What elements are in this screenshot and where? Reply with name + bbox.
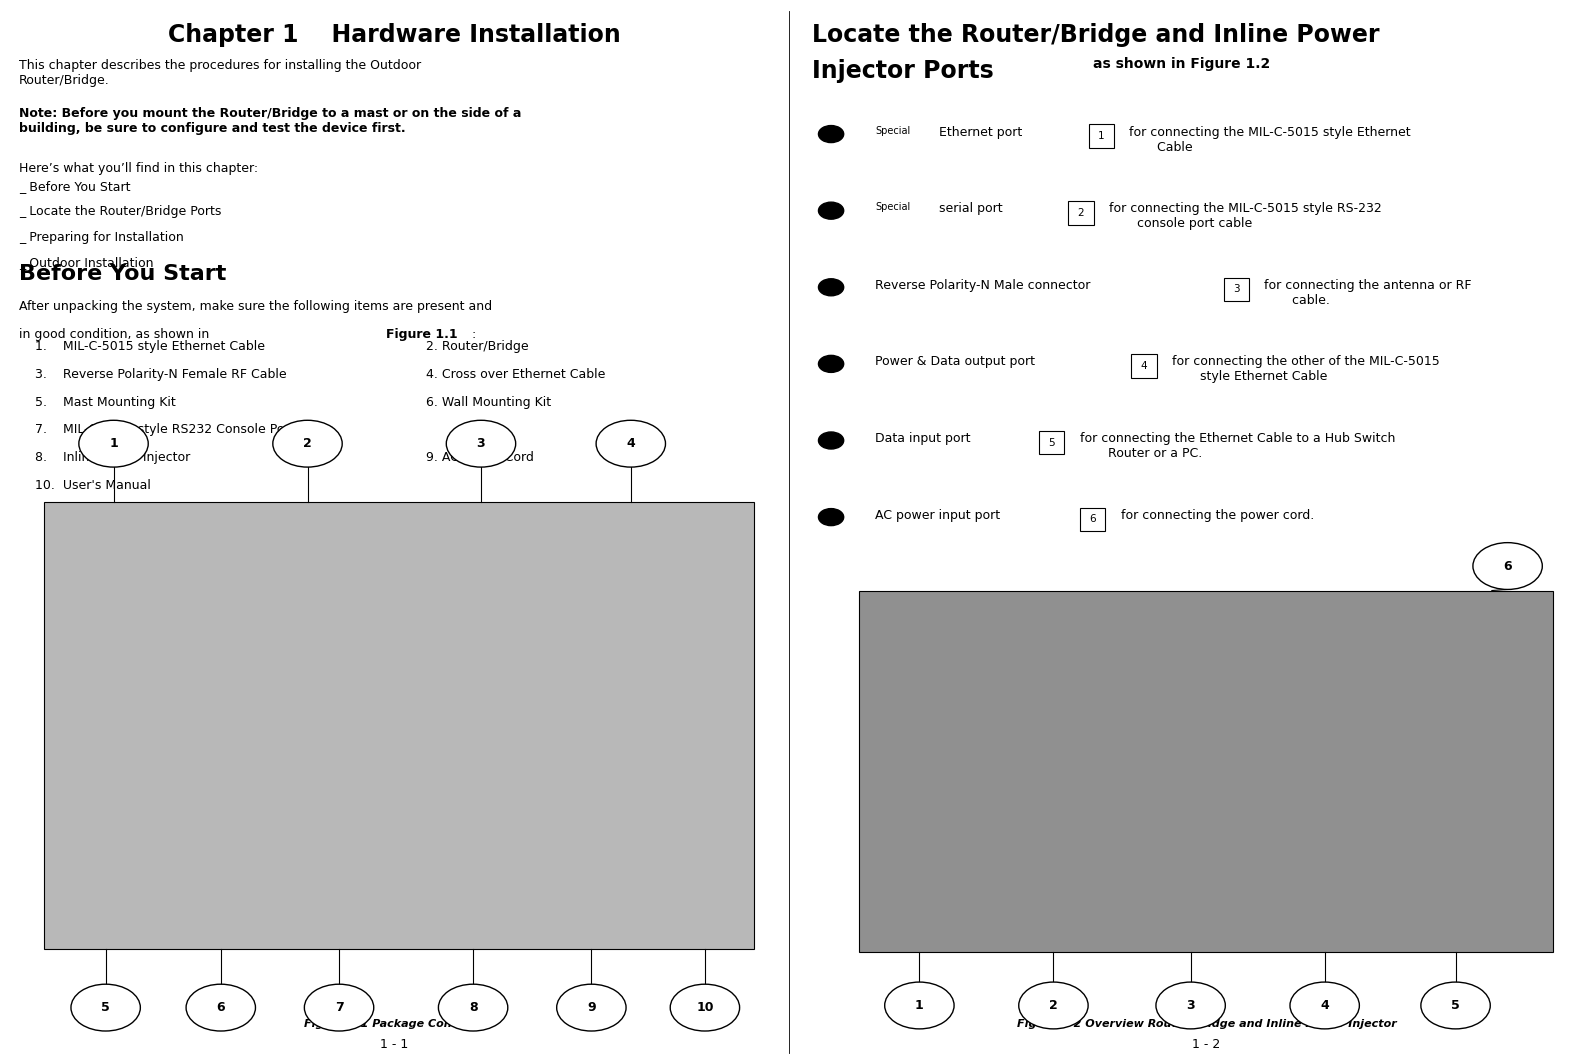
Text: Note: Before you mount the Router/Bridge to a mast or on the side of a
building,: Note: Before you mount the Router/Bridge… — [19, 107, 522, 135]
Bar — [1090, 124, 1115, 148]
Text: 5: 5 — [101, 1001, 110, 1014]
Text: 4: 4 — [1320, 999, 1329, 1012]
Text: Injector Ports: Injector Ports — [812, 59, 994, 83]
Text: 1.    MIL-C-5015 style Ethernet Cable: 1. MIL-C-5015 style Ethernet Cable — [35, 340, 265, 353]
Text: for connecting the other of the MIL-C-5015
        style Ethernet Cable: for connecting the other of the MIL-C-50… — [1167, 355, 1440, 383]
Text: 4: 4 — [626, 437, 636, 450]
Circle shape — [885, 982, 954, 1029]
Circle shape — [1019, 982, 1088, 1029]
Bar — [44, 502, 754, 949]
Circle shape — [273, 420, 342, 467]
Circle shape — [818, 279, 844, 296]
Text: :: : — [472, 328, 476, 340]
Text: Figure 1-1 Package Contents: Figure 1-1 Package Contents — [304, 1019, 484, 1029]
Text: as shown in Figure 1.2: as shown in Figure 1.2 — [1093, 57, 1269, 71]
Text: Reverse Polarity-N Male connector: Reverse Polarity-N Male connector — [875, 279, 1094, 292]
Text: 10: 10 — [695, 1001, 714, 1014]
Text: Figure 1-2 Overview Router/Bridge and Inline Power Injector: Figure 1-2 Overview Router/Bridge and In… — [1017, 1019, 1396, 1029]
Text: Figure 1.1: Figure 1.1 — [386, 328, 457, 340]
Circle shape — [596, 420, 665, 467]
Text: 5: 5 — [1451, 999, 1460, 1012]
Text: for connecting the MIL-C-5015 style Ethernet
        Cable: for connecting the MIL-C-5015 style Ethe… — [1126, 126, 1411, 153]
Text: 3: 3 — [1233, 284, 1240, 295]
Text: Locate the Router/Bridge and Inline Power: Locate the Router/Bridge and Inline Powe… — [812, 23, 1380, 48]
Circle shape — [670, 984, 740, 1031]
Text: Chapter 1    Hardware Installation: Chapter 1 Hardware Installation — [167, 23, 621, 48]
Text: for connecting the Ethernet Cable to a Hub Switch
        Router or a PC.: for connecting the Ethernet Cable to a H… — [1076, 432, 1396, 460]
Text: _ Outdoor Installation: _ Outdoor Installation — [19, 256, 153, 269]
Circle shape — [1290, 982, 1359, 1029]
Text: 2. Router/Bridge: 2. Router/Bridge — [426, 340, 528, 353]
Bar — [1080, 508, 1105, 531]
Bar — [1039, 431, 1064, 454]
Circle shape — [818, 355, 844, 372]
Bar — [1224, 278, 1249, 301]
Circle shape — [818, 126, 844, 143]
Text: 2: 2 — [303, 437, 312, 450]
Text: in good condition, as shown in: in good condition, as shown in — [19, 328, 213, 340]
Circle shape — [818, 509, 844, 526]
Circle shape — [557, 984, 626, 1031]
Text: 3: 3 — [1186, 999, 1195, 1012]
Text: for connecting the power cord.: for connecting the power cord. — [1117, 509, 1314, 521]
Circle shape — [1473, 543, 1542, 589]
Text: 7.    MIL-C-5015 style RS232 Console Port Cable: 7. MIL-C-5015 style RS232 Console Port C… — [35, 423, 334, 436]
Text: 10.  User's Manual: 10. User's Manual — [35, 479, 150, 492]
Bar — [859, 591, 1553, 952]
Text: for connecting the MIL-C-5015 style RS-232
        console port cable: for connecting the MIL-C-5015 style RS-2… — [1105, 202, 1381, 230]
Text: AC power input port: AC power input port — [875, 509, 1005, 521]
Text: _ Locate the Router/Bridge Ports: _ Locate the Router/Bridge Ports — [19, 205, 221, 218]
Text: This chapter describes the procedures for installing the Outdoor
Router/Bridge.: This chapter describes the procedures fo… — [19, 59, 421, 86]
Text: 2: 2 — [1077, 207, 1085, 218]
Text: 4. Cross over Ethernet Cable: 4. Cross over Ethernet Cable — [426, 368, 606, 381]
Text: 5.    Mast Mounting Kit: 5. Mast Mounting Kit — [35, 396, 175, 409]
Text: Special: Special — [875, 126, 910, 135]
Circle shape — [186, 984, 255, 1031]
Text: 7: 7 — [334, 1001, 344, 1014]
Text: 1: 1 — [915, 999, 924, 1012]
Text: 6. Wall Mounting Kit: 6. Wall Mounting Kit — [426, 396, 550, 409]
Bar — [1131, 354, 1156, 378]
Text: 6: 6 — [216, 1001, 226, 1014]
Text: 1 - 1: 1 - 1 — [380, 1038, 408, 1051]
Bar — [1069, 201, 1094, 225]
Text: 3.    Reverse Polarity-N Female RF Cable: 3. Reverse Polarity-N Female RF Cable — [35, 368, 287, 381]
Text: 6: 6 — [1090, 514, 1096, 525]
Circle shape — [446, 420, 516, 467]
Text: 8: 8 — [468, 1001, 478, 1014]
Text: 1: 1 — [109, 437, 118, 450]
Circle shape — [71, 984, 140, 1031]
Text: 9: 9 — [587, 1001, 596, 1014]
Circle shape — [79, 420, 148, 467]
Text: After unpacking the system, make sure the following items are present and: After unpacking the system, make sure th… — [19, 300, 492, 313]
Circle shape — [1156, 982, 1225, 1029]
Text: 2: 2 — [1049, 999, 1058, 1012]
Text: Power & Data output port: Power & Data output port — [875, 355, 1039, 368]
Circle shape — [818, 432, 844, 449]
Text: 9. AC Power Cord: 9. AC Power Cord — [426, 451, 533, 464]
Text: 1: 1 — [1098, 131, 1105, 142]
Text: 8.    Inline Power Injector: 8. Inline Power Injector — [35, 451, 189, 464]
Text: _ Preparing for Installation: _ Preparing for Installation — [19, 231, 183, 244]
Text: Here’s what you’ll find in this chapter:: Here’s what you’ll find in this chapter: — [19, 162, 259, 174]
Text: 3: 3 — [476, 437, 486, 450]
Text: serial port: serial port — [935, 202, 1006, 215]
Circle shape — [818, 202, 844, 219]
Text: 1 - 2: 1 - 2 — [1192, 1038, 1221, 1051]
Circle shape — [304, 984, 374, 1031]
Text: 5: 5 — [1049, 437, 1055, 448]
Text: Data input port: Data input port — [875, 432, 975, 445]
Text: Special: Special — [875, 202, 910, 212]
Text: 6: 6 — [1503, 560, 1512, 572]
Text: for connecting the antenna or RF
        cable.: for connecting the antenna or RF cable. — [1260, 279, 1471, 306]
Text: 4: 4 — [1140, 361, 1148, 371]
Circle shape — [438, 984, 508, 1031]
Circle shape — [1421, 982, 1490, 1029]
Text: Ethernet port: Ethernet port — [935, 126, 1027, 138]
Text: Before You Start: Before You Start — [19, 264, 226, 284]
Text: _ Before You Start: _ Before You Start — [19, 180, 131, 193]
